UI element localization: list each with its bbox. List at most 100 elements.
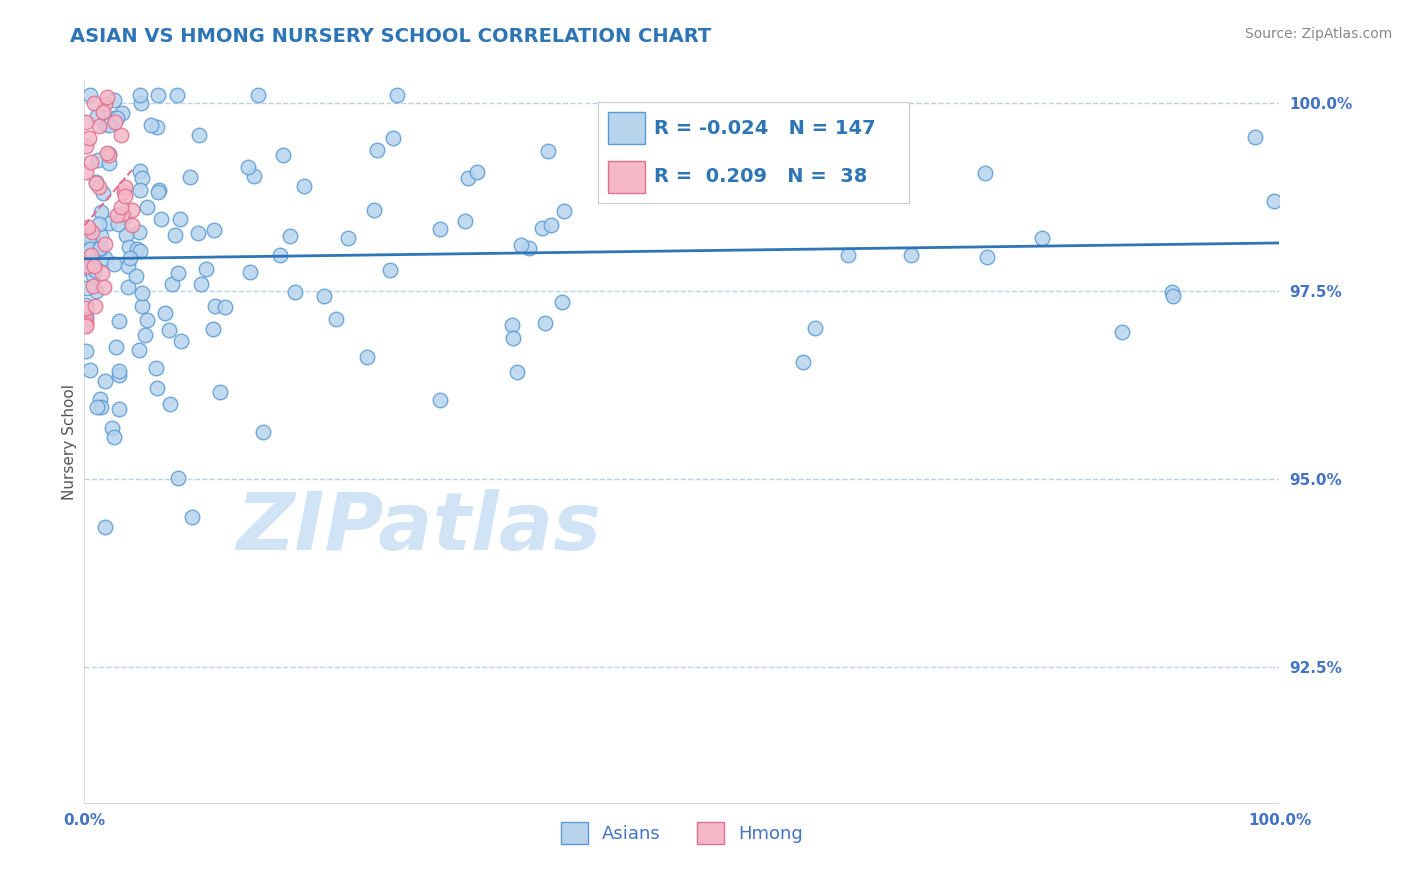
Point: [976, 250, 998, 264]
Point: [159, 397, 181, 411]
Point: [98, 155, 121, 169]
Point: [214, 300, 236, 314]
Point: [179, 169, 201, 184]
Legend: Asians, Hmong: Asians, Hmong: [554, 815, 810, 852]
Point: [148, 183, 170, 197]
Point: [129, 244, 152, 258]
Point: [98, 216, 121, 230]
Point: [83, 95, 105, 110]
Point: [117, 259, 139, 273]
Point: [429, 222, 451, 236]
Point: [75, 318, 97, 333]
Point: [129, 96, 152, 111]
Text: Source: ZipAtlas.com: Source: ZipAtlas.com: [1244, 27, 1392, 41]
Point: [105, 340, 128, 354]
Point: [1263, 194, 1285, 209]
Point: [167, 471, 190, 485]
Point: [534, 316, 557, 330]
Point: [284, 285, 307, 299]
Point: [135, 313, 157, 327]
Point: [337, 230, 360, 244]
Point: [105, 208, 128, 222]
Point: [131, 286, 153, 301]
Point: [84, 284, 107, 298]
Point: [1111, 325, 1133, 339]
Point: [510, 237, 533, 252]
Text: ASIAN VS HMONG NURSERY SCHOOL CORRELATION CHART: ASIAN VS HMONG NURSERY SCHOOL CORRELATIO…: [70, 27, 711, 45]
Point: [157, 323, 180, 337]
Point: [363, 203, 385, 218]
Point: [537, 144, 560, 158]
Point: [89, 242, 111, 256]
Y-axis label: Nursery School: Nursery School: [62, 384, 77, 500]
Point: [87, 119, 110, 133]
Point: [110, 207, 132, 221]
Point: [112, 185, 135, 199]
Point: [83, 259, 105, 273]
Point: [97, 148, 120, 162]
Point: [100, 421, 122, 435]
Point: [89, 392, 111, 407]
Point: [243, 169, 266, 183]
Point: [145, 381, 167, 395]
Point: [80, 231, 103, 245]
Point: [90, 205, 112, 219]
Point: [121, 203, 143, 218]
Point: [75, 114, 97, 128]
Point: [114, 227, 136, 242]
Point: [180, 510, 202, 524]
Point: [79, 362, 101, 376]
Point: [120, 251, 142, 265]
Point: [91, 186, 114, 200]
Point: [86, 110, 108, 124]
Point: [467, 165, 489, 179]
Point: [94, 236, 117, 251]
Point: [86, 400, 108, 414]
Point: [900, 248, 922, 262]
Point: [356, 351, 378, 365]
Point: [974, 166, 997, 180]
Point: [837, 247, 859, 261]
Point: [83, 299, 105, 313]
Point: [108, 314, 131, 328]
Point: [139, 118, 162, 132]
Point: [190, 277, 212, 292]
Point: [1161, 289, 1184, 303]
Point: [98, 118, 121, 132]
Point: [209, 385, 232, 400]
Point: [93, 96, 115, 111]
Point: [76, 281, 98, 295]
Point: [96, 145, 118, 160]
Point: [94, 374, 117, 388]
Point: [454, 214, 477, 228]
Point: [252, 425, 274, 440]
Point: [457, 170, 479, 185]
Point: [828, 158, 851, 172]
Point: [551, 295, 574, 310]
Point: [202, 223, 225, 237]
Point: [76, 258, 98, 272]
Point: [94, 520, 117, 534]
Point: [792, 355, 814, 369]
Point: [118, 240, 141, 254]
Point: [129, 183, 152, 197]
Point: [110, 128, 132, 142]
Point: [145, 361, 167, 376]
Point: [246, 88, 269, 103]
Point: [429, 392, 451, 407]
Point: [271, 148, 294, 162]
Point: [75, 139, 97, 153]
Point: [110, 200, 132, 214]
Point: [76, 260, 98, 274]
Point: [269, 247, 291, 261]
Point: [91, 104, 114, 119]
Point: [93, 280, 115, 294]
Point: [146, 185, 169, 199]
Point: [96, 89, 118, 103]
Point: [75, 317, 97, 331]
Point: [381, 130, 404, 145]
Point: [128, 88, 150, 103]
Point: [87, 153, 110, 168]
Point: [540, 219, 562, 233]
Point: [87, 180, 110, 194]
